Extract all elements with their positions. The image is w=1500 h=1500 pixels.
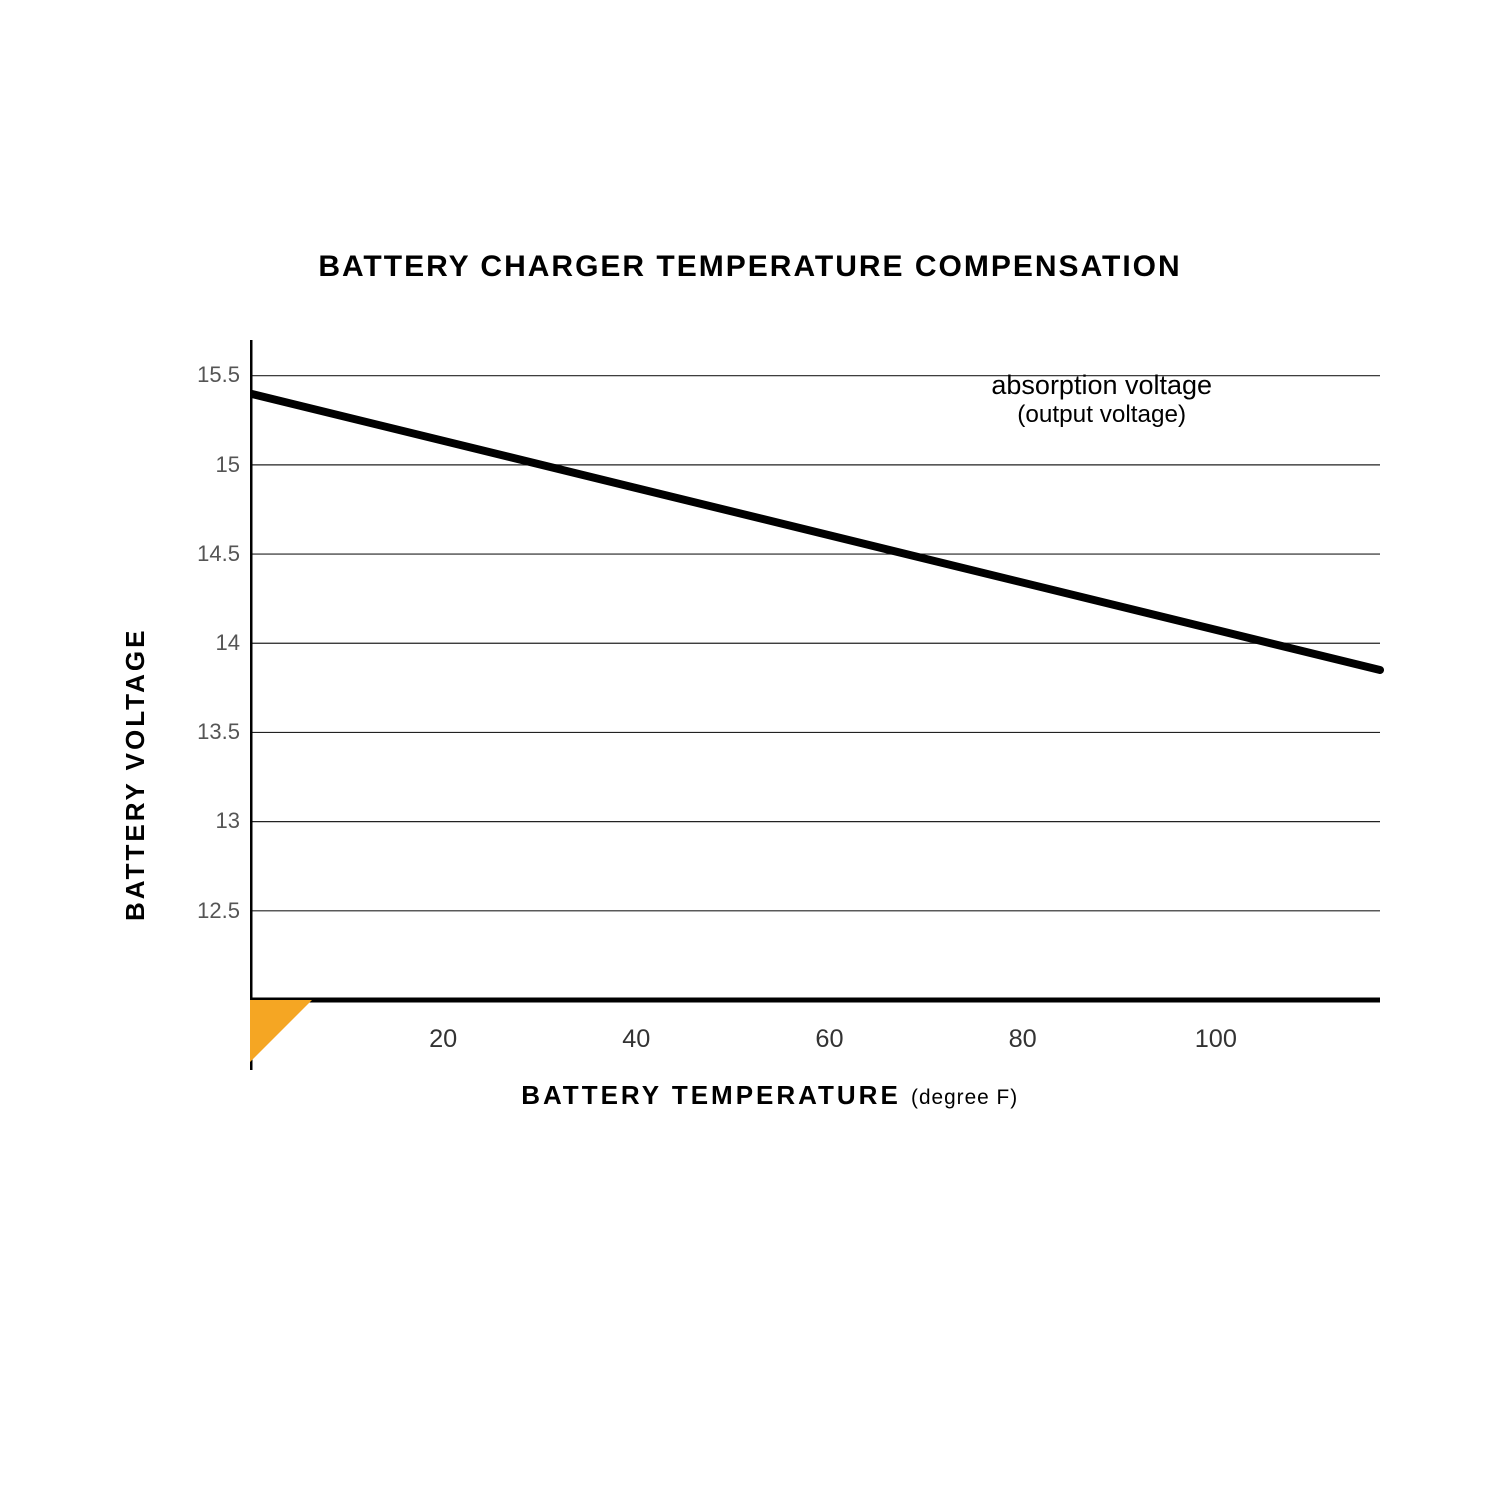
x-tick-label: 60 [799,1025,859,1054]
chart-plot [250,340,1400,1090]
chart-container: { "chart": { "type": "line", "title": "B… [0,0,1500,1500]
y-tick-label: 14 [180,630,240,656]
y-axis-label: BATTERY VOLTAGE [120,627,151,920]
x-tick-label: 100 [1186,1025,1246,1054]
x-tick-label: 40 [606,1025,666,1054]
y-tick-label: 13.5 [180,719,240,745]
x-tick-label: 80 [993,1025,1053,1054]
annotation: absorption voltage (output voltage) [991,370,1212,429]
y-tick-label: 15.5 [180,362,240,388]
annotation-line-2: (output voltage) [991,401,1212,429]
y-tick-label: 14.5 [180,541,240,567]
y-tick-label: 12.5 [180,898,240,924]
y-tick-label: 15 [180,452,240,478]
x-tick-label: 20 [413,1025,473,1054]
chart-title: BATTERY CHARGER TEMPERATURE COMPENSATION [0,250,1500,284]
y-tick-label: 13 [180,808,240,834]
annotation-line-1: absorption voltage [991,370,1212,401]
